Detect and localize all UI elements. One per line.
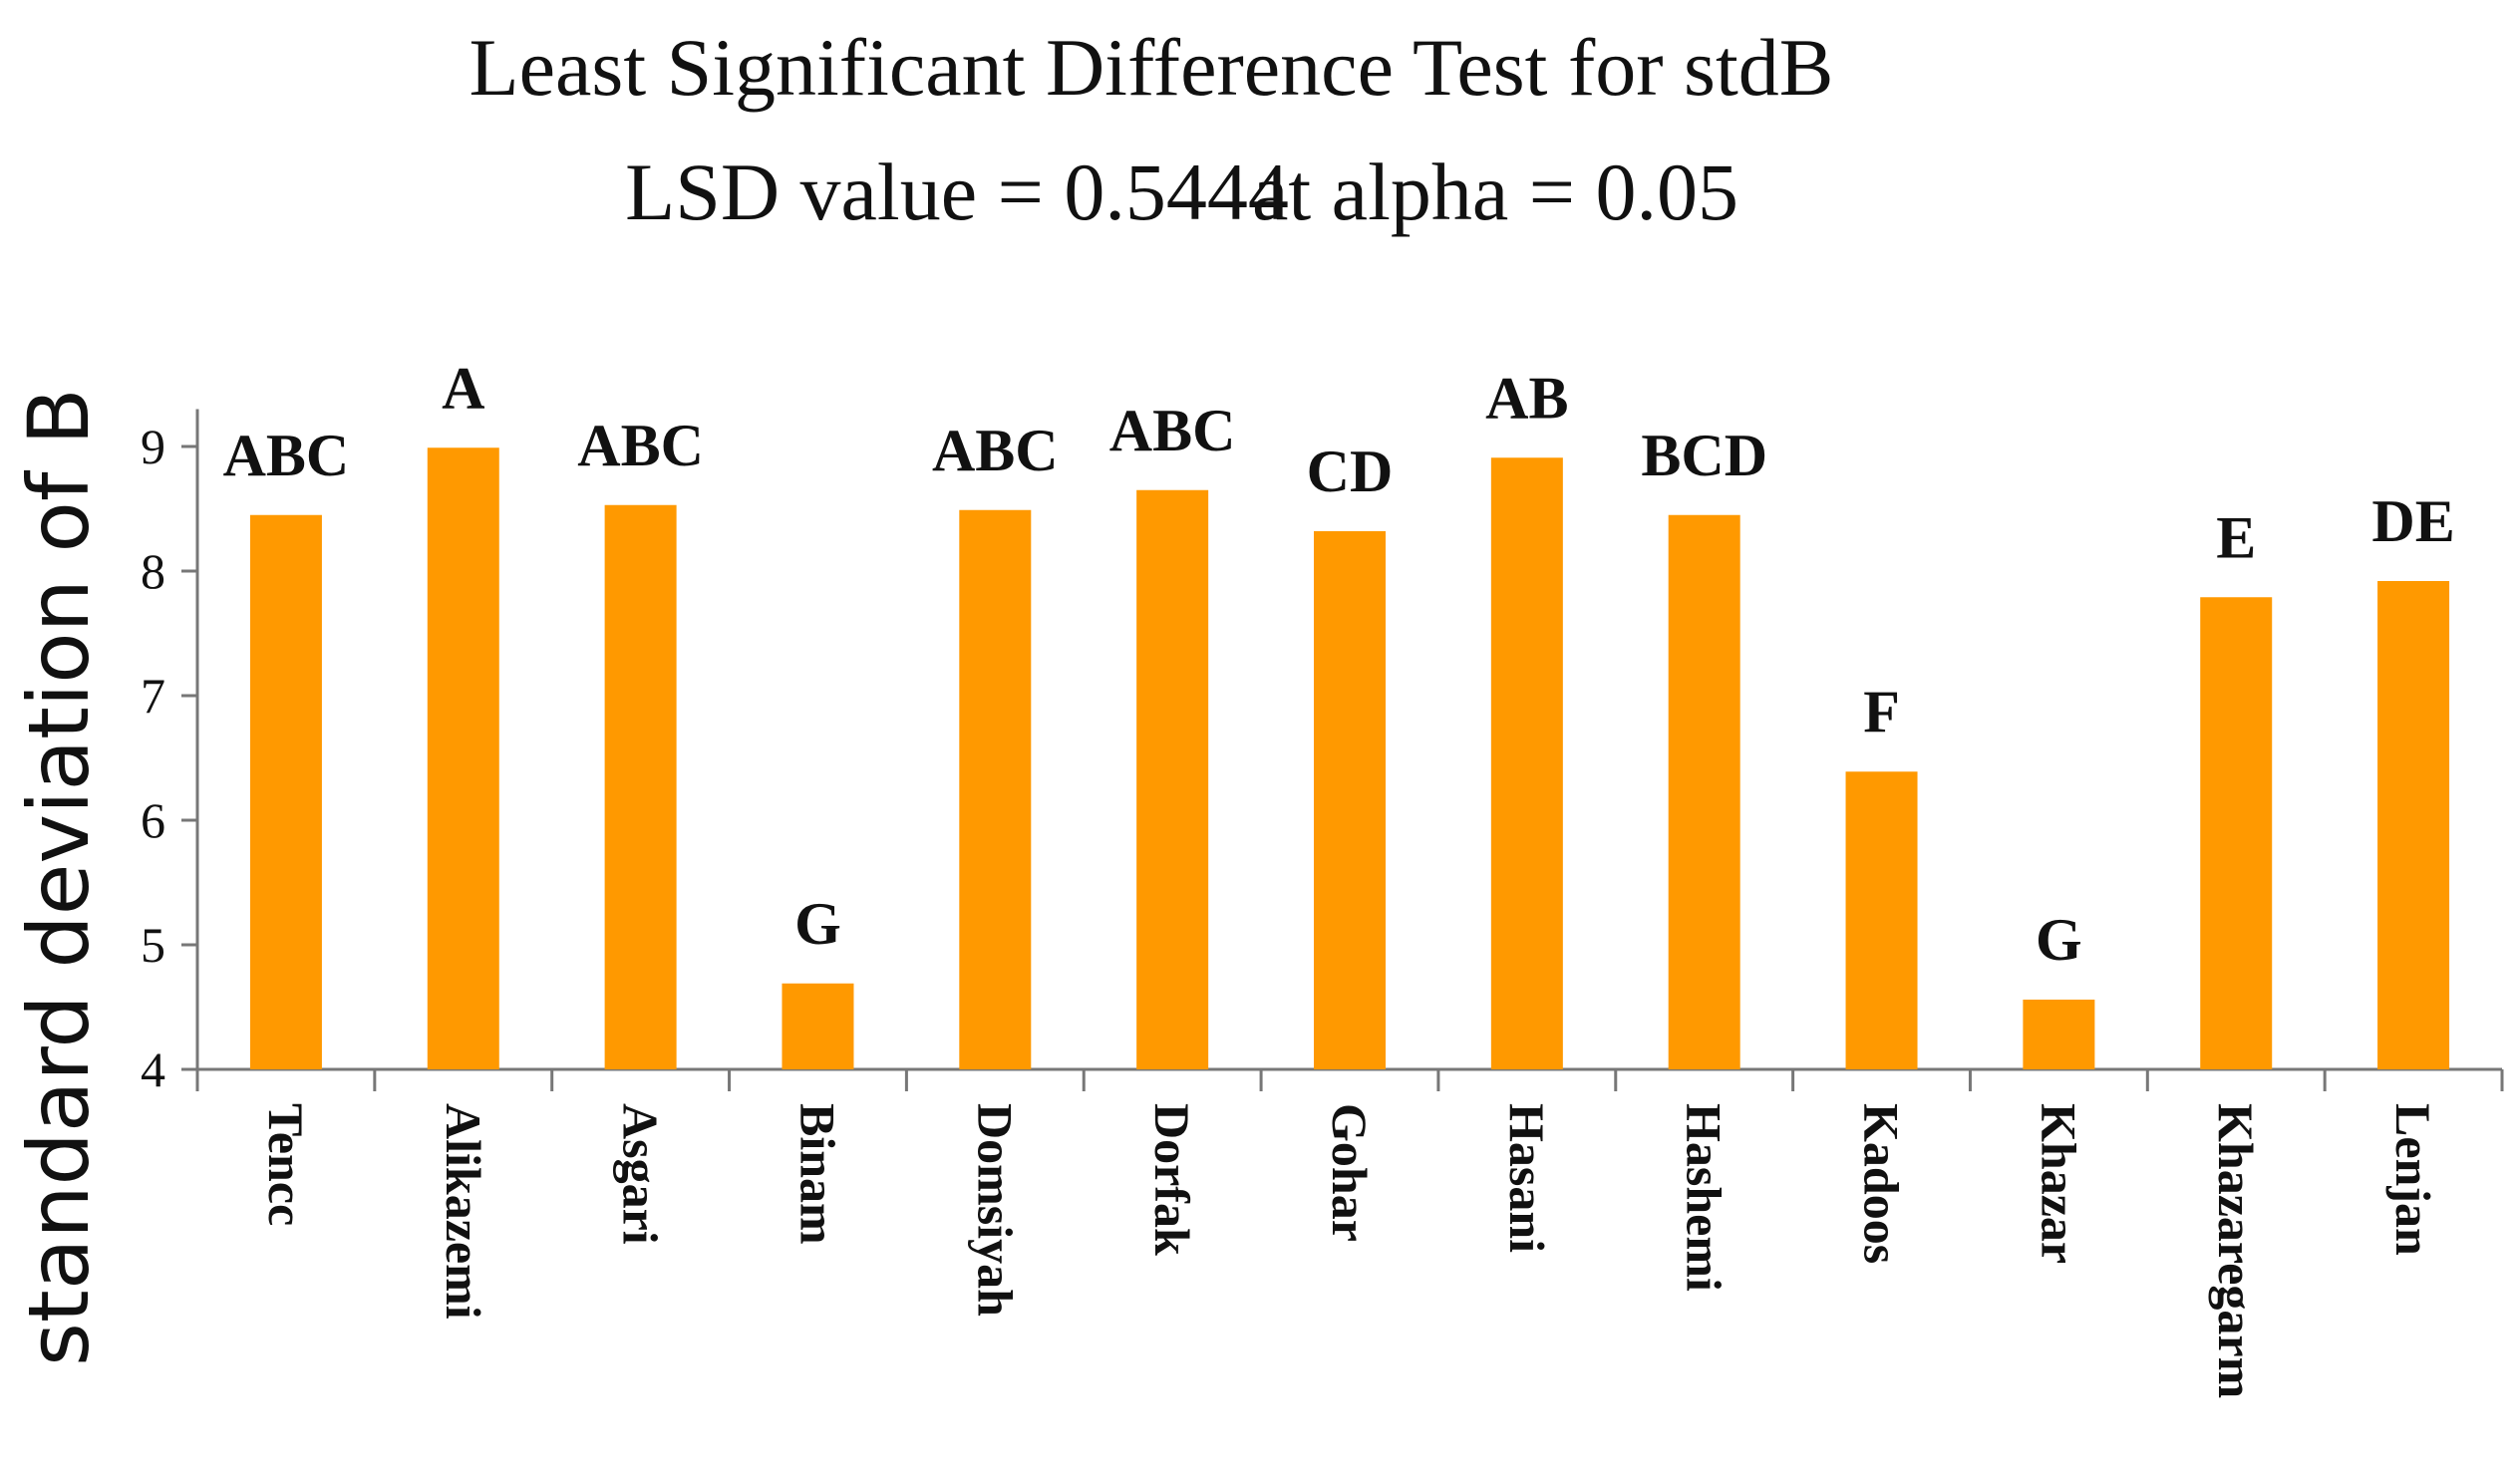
category-label-khazaregarm: Khazaregarm [2208,1103,2264,1398]
category-label-alikazemi: Alikazemi [436,1103,491,1320]
category-label-binam: Binam [789,1103,845,1245]
y-tick-label: 5 [141,917,165,973]
bar-kadoos [1845,771,1918,1069]
chart-subtitle-lsd: LSD value = 0.5444 [625,147,1289,237]
bar-khazar [2023,1000,2095,1069]
category-label-hashemi: Hashemi [1677,1103,1732,1292]
group-label-hashemi: BCD [1641,423,1767,488]
bar-khazaregarm [2200,597,2273,1069]
category-label-hasani: Hasani [1499,1103,1555,1253]
group-label-tencc: ABC [223,423,350,488]
group-label-asgari: ABC [577,413,704,478]
chart-subtitle-alpha: at alpha = 0.05 [1252,147,1738,237]
y-tick-label: 7 [141,668,165,724]
bar-asgari [604,504,677,1069]
group-label-lenjan: DE [2371,488,2454,554]
bar-gohar [1314,531,1386,1069]
group-label-dorfak: ABC [1109,398,1236,463]
bar-lenjan [2377,581,2450,1069]
bar-hasani [1490,457,1563,1069]
group-label-domsiyah: ABC [932,418,1059,483]
bar-hashemi [1668,514,1740,1069]
bar-tencc [249,514,322,1069]
bar-domsiyah [959,509,1032,1069]
bar-alikazemi [427,447,499,1069]
category-label-khazar: Khazar [2031,1103,2086,1264]
group-label-gohar: CD [1307,439,1394,504]
y-tick-label: 6 [141,792,165,848]
bar-dorfak [1136,489,1209,1069]
group-label-kadoos: F [1863,679,1900,744]
y-axis-label: standard deviation of B [10,388,108,1366]
y-tick-label: 8 [141,543,165,599]
category-label-gohar: Gohar [1322,1103,1378,1242]
category-label-kadoos: Kadoos [1854,1103,1910,1264]
y-tick-label: 9 [141,419,165,474]
category-label-lenjan: Lenjan [2385,1103,2441,1256]
group-label-khazaregarm: E [2216,504,2256,570]
category-label-dorfak: Dorfak [1144,1103,1200,1256]
category-label-asgari: Asgari [613,1103,669,1245]
group-label-hasani: AB [1485,365,1568,431]
group-label-alikazemi: A [442,355,484,421]
plot-area: 4 5 6 7 8 9 ABC Tencc A Alikazemi ABC Asgari G Binam A… [141,355,2504,1398]
group-label-khazar: G [2036,907,2082,973]
bar-binam [782,983,854,1069]
chart-title: Least Significant Difference Test for st… [470,22,1834,113]
category-label-domsiyah: Domsiyah [967,1103,1023,1317]
category-label-tencc: Tencc [258,1103,314,1226]
y-tick-label: 4 [141,1041,165,1097]
group-label-binam: G [794,891,841,957]
